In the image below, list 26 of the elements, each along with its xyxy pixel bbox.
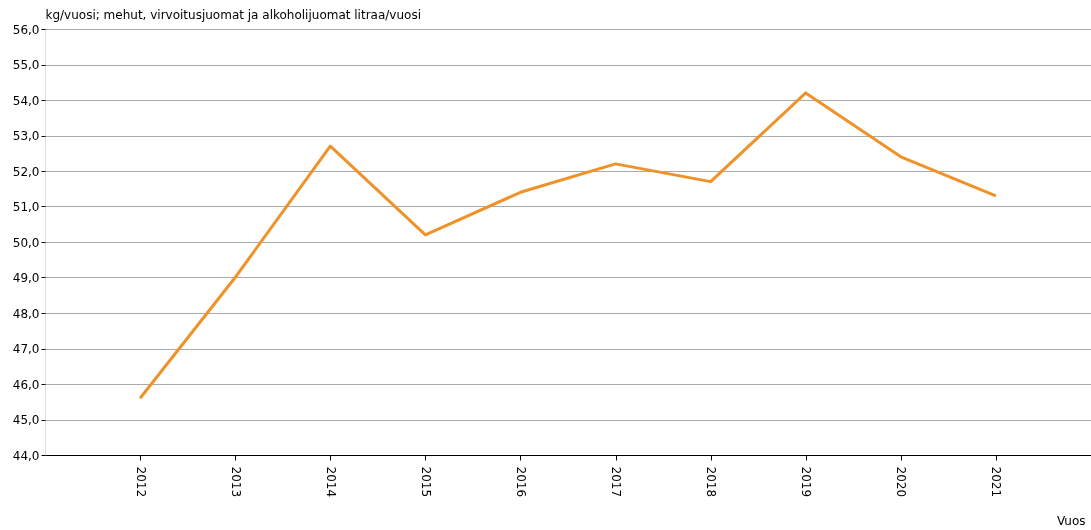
y-tick-label: 51,0 <box>12 200 40 214</box>
line-series <box>138 91 998 400</box>
x-tick-label: 2019 <box>799 466 814 498</box>
y-tick-label: 52,0 <box>12 164 40 179</box>
y-axis-title: kg/vuosi; mehut, virvoitusjuomat ja alkoholijuomat litraa/vuosi <box>45 7 421 22</box>
y-tick-label: 47,0 <box>12 342 40 356</box>
y-tick-label: 53,0 <box>12 129 40 143</box>
y-tick-label: 44,0 <box>12 448 40 463</box>
x-tick-label: 2020 <box>894 466 909 498</box>
y-tick-label: 45,0 <box>12 413 40 427</box>
y-tick-label: 48,0 <box>12 306 40 321</box>
y-tick-label: 55,0 <box>12 58 40 72</box>
x-tick-label: 2016 <box>513 466 528 498</box>
x-tick-label: 2017 <box>609 466 624 498</box>
x-tick-label: 2021 <box>989 466 1004 498</box>
y-tick-label: 46,0 <box>12 377 40 392</box>
y-tick-label: 50,0 <box>12 235 40 250</box>
x-tick-label: 2018 <box>704 466 719 498</box>
x-axis-title: Vuos <box>1056 513 1086 528</box>
x-tick-label: 2014 <box>323 466 338 498</box>
y-tick-label: 54,0 <box>12 93 40 108</box>
y-tick-label: 56,0 <box>12 22 40 37</box>
y-tick-label: 49,0 <box>12 271 40 285</box>
x-tick-label: 2015 <box>418 466 433 498</box>
x-tick-label: 2013 <box>228 466 243 498</box>
x-tick-label: 2012 <box>133 466 148 498</box>
